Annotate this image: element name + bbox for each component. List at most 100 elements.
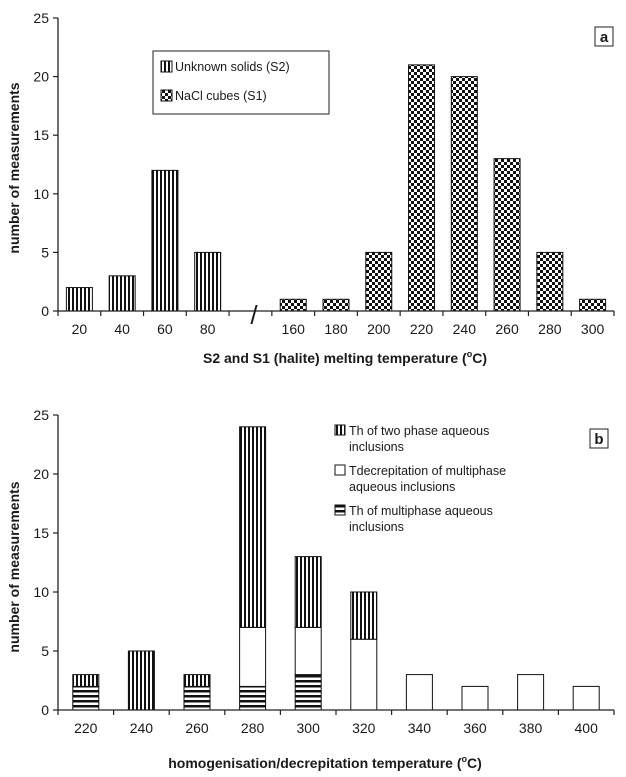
x-tick-label: 20 xyxy=(72,321,88,337)
y-tick-label: 10 xyxy=(33,584,49,600)
legend-label-nacl-cubes: NaCl cubes (S1) xyxy=(175,89,267,103)
x-tick-label: 200 xyxy=(367,321,391,337)
axis-break-symbol: / xyxy=(250,300,258,330)
x-tick-label: 220 xyxy=(410,321,434,337)
x-axis-label-a-main: S2 and S1 (halite) melting temperature ( xyxy=(203,350,467,366)
chart-panel-a: 0 5 10 15 20 25 20 40 60 80 160 180 200 220 240 260 280… xyxy=(6,10,615,366)
x-axis-unit-a: o xyxy=(467,349,473,359)
legend-label-decrepitation-l1: Tdecrepitation of multiphase xyxy=(349,464,506,478)
legend-b: Th of two phase aqueous inclusions Tdecr… xyxy=(334,424,506,534)
bar-white-280 xyxy=(239,626,267,687)
x-tick-label: 360 xyxy=(463,720,487,736)
bar-checker-280 xyxy=(536,251,564,312)
x-tick-label: 60 xyxy=(157,321,173,337)
y-tick-label: 25 xyxy=(33,10,49,26)
bar-checker-200 xyxy=(365,251,393,312)
y-tick-label: 25 xyxy=(33,407,49,423)
bar-checker-220 xyxy=(408,64,436,312)
y-tick-label: 0 xyxy=(41,303,49,319)
x-tick-label: 320 xyxy=(352,720,376,736)
bar-white-360 xyxy=(461,685,489,711)
y-tick-label: 5 xyxy=(41,244,49,260)
bar-vertical-stripes-220 xyxy=(72,674,100,687)
x-tick-label: 80 xyxy=(200,321,216,337)
legend-label-decrepitation-l2: aqueous inclusions xyxy=(349,480,455,494)
y-axis-label-a: number of measurements xyxy=(6,82,22,253)
bar-checker-260 xyxy=(493,158,521,312)
panel-tag-b-box xyxy=(589,428,609,449)
bar-vertical-stripes-320 xyxy=(350,591,378,640)
y-tick-label: 20 xyxy=(33,466,49,482)
y-tick-labels-b: 0 5 10 15 20 25 xyxy=(33,407,49,718)
legend-label-two-phase-l2: inclusions xyxy=(349,440,404,454)
panel-tag-b: b xyxy=(594,431,603,448)
legend-label-multiphase-th-l1: Th of multiphase aqueous xyxy=(349,504,493,518)
legend-a: Unknown solids (S2) NaCl cubes (S1) xyxy=(152,50,330,115)
y-tick-label: 15 xyxy=(33,127,49,143)
bar-checker-180 xyxy=(322,298,350,312)
y-tick-marks-a xyxy=(53,17,615,316)
x-tick-label: 340 xyxy=(408,720,432,736)
x-axis-label-b: homogenisation/decrepitation temperature… xyxy=(168,754,482,771)
bar-horizontal-stripes-260 xyxy=(183,685,211,711)
x-tick-label: 400 xyxy=(575,720,599,736)
legend-label-unknown-solids: Unknown solids (S2) xyxy=(175,60,290,74)
legend-swatch-unknown-solids xyxy=(160,60,173,73)
x-axis-label-b-tail: C) xyxy=(467,755,482,771)
panel-tag-a-box xyxy=(594,26,614,47)
x-tick-label: 300 xyxy=(581,321,605,337)
x-tick-label: 220 xyxy=(74,720,98,736)
legend-swatch-decrepitation xyxy=(334,464,346,476)
y-tick-label: 5 xyxy=(41,643,49,659)
x-tick-label: 280 xyxy=(538,321,562,337)
bar-vertical-stripes-280 xyxy=(239,426,267,628)
legend-a-box xyxy=(152,50,330,115)
x-axis-label-a-tail: C) xyxy=(472,350,487,366)
bar-checker-240 xyxy=(450,76,478,312)
legend-swatch-multiphase-th xyxy=(334,504,346,516)
bar-checker-160 xyxy=(279,298,307,312)
x-tick-label: 280 xyxy=(241,720,265,736)
x-tick-label: 240 xyxy=(130,720,154,736)
panel-tag-a: a xyxy=(600,29,609,46)
y-tick-marks-b xyxy=(53,414,615,715)
y-tick-label: 10 xyxy=(33,186,49,202)
x-tick-label: 40 xyxy=(114,321,130,337)
x-tick-labels-b: 220 240 260 280 300 320 340 360 380 400 xyxy=(74,720,598,736)
bar-white-400 xyxy=(572,685,600,711)
y-tick-labels-a: 0 5 10 15 20 25 xyxy=(33,10,49,319)
legend-label-multiphase-th-l2: inclusions xyxy=(349,520,404,534)
bar-vertical-stripes-60 xyxy=(151,169,179,312)
x-tick-label: 160 xyxy=(282,321,306,337)
y-axis-label-b: number of measurements xyxy=(6,481,22,652)
x-tick-label: 180 xyxy=(324,321,348,337)
bar-white-380 xyxy=(517,674,545,711)
bar-horizontal-stripes-220 xyxy=(72,685,100,711)
bar-vertical-stripes-300 xyxy=(294,556,322,628)
bar-vertical-stripes-260 xyxy=(183,674,211,687)
bar-vertical-stripes-80 xyxy=(194,251,222,312)
legend-swatch-two-phase xyxy=(334,424,346,436)
bar-horizontal-stripes-300 xyxy=(294,674,322,711)
x-tick-labels-a: 20 40 60 80 160 180 200 220 240 260 280 300 xyxy=(72,321,605,337)
legend-label-two-phase-l1: Th of two phase aqueous xyxy=(349,424,489,438)
bar-white-340 xyxy=(405,674,433,711)
x-axis-unit-b: o xyxy=(461,754,467,764)
x-tick-label: 380 xyxy=(519,720,543,736)
x-tick-label: 240 xyxy=(453,321,477,337)
bars-panel-b xyxy=(72,426,600,711)
bar-checker-300 xyxy=(579,298,607,312)
x-axis-label-b-main: homogenisation/decrepitation temperature… xyxy=(168,755,462,771)
bar-horizontal-stripes-280 xyxy=(239,685,267,711)
bars-panel-a xyxy=(65,64,607,312)
x-tick-label: 260 xyxy=(185,720,209,736)
bar-white-320 xyxy=(350,638,378,711)
bar-vertical-stripes-20 xyxy=(65,287,93,312)
legend-swatch-nacl-cubes xyxy=(160,89,173,102)
y-tick-label: 0 xyxy=(41,702,49,718)
y-tick-label: 20 xyxy=(33,69,49,85)
x-axis-label-a: S2 and S1 (halite) melting temperature (… xyxy=(203,349,487,366)
bar-vertical-stripes-40 xyxy=(108,275,136,312)
x-tick-label: 260 xyxy=(495,321,519,337)
